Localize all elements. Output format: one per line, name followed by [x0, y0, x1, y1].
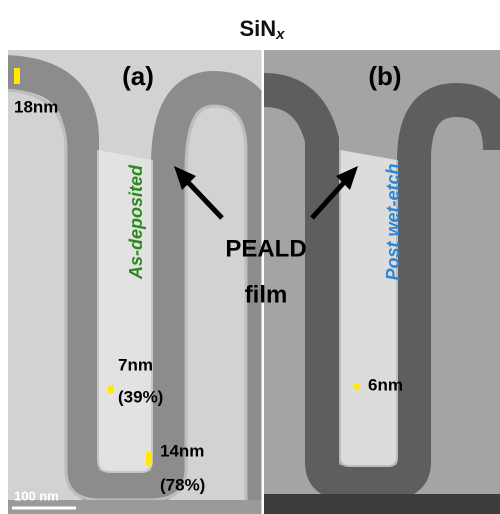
- title: SiNx: [239, 16, 285, 43]
- title-main: SiN: [239, 16, 276, 41]
- callout: film: [245, 281, 288, 308]
- thickness-marker: [108, 385, 114, 393]
- measurement: 18nm: [14, 97, 58, 116]
- measurement: (78%): [160, 475, 205, 494]
- measurement: (39%): [118, 387, 163, 406]
- panel-label: (a): [122, 61, 154, 91]
- measurement: 14nm: [160, 441, 204, 460]
- figure: SiNx (a) (b) 18nm 7nm (39%) 14nm (78%) 6…: [0, 0, 500, 514]
- callout: PEALD: [225, 235, 306, 262]
- scale-bar-label: 100 nm: [14, 488, 59, 503]
- panel-a-image: [0, 50, 262, 514]
- panel-label: (b): [368, 61, 401, 91]
- title-subscript: x: [275, 26, 285, 43]
- thickness-marker: [354, 384, 360, 390]
- measurement: 6nm: [368, 375, 403, 394]
- measurement: 7nm: [118, 355, 153, 374]
- thickness-marker: [146, 452, 152, 466]
- annotation: Post wet-etch: [383, 163, 403, 280]
- annotation: As-deposited: [126, 164, 146, 280]
- thickness-marker: [14, 68, 20, 84]
- panel-b-image: [264, 50, 500, 514]
